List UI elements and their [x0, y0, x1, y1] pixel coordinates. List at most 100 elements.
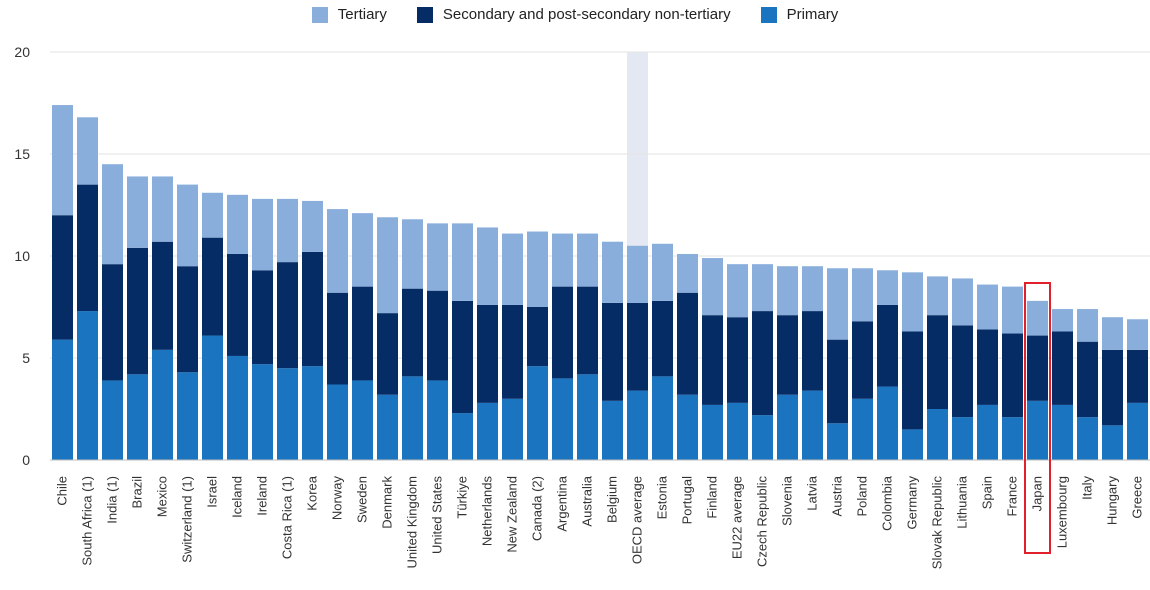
legend-label-secondary: Secondary and post-secondary non-tertiar…	[442, 6, 731, 23]
bar-segment-primary	[777, 394, 798, 460]
bar-segment-secondary	[552, 286, 573, 379]
x-tick-label: Finland	[705, 476, 720, 519]
bar-segment-secondary	[702, 315, 723, 405]
bar-segment-tertiary	[927, 276, 948, 316]
x-tick-label: Austria	[830, 475, 845, 516]
bar-segment-primary	[1102, 425, 1123, 460]
legend-label-tertiary: Tertiary	[337, 6, 387, 23]
legend-swatch-primary	[760, 6, 777, 23]
bar-segment-tertiary	[977, 284, 998, 330]
y-tick-label: 5	[22, 350, 30, 366]
x-tick-label: France	[1005, 476, 1020, 516]
bar-segment-primary	[652, 376, 673, 460]
legend-item-primary: Primary	[760, 6, 838, 23]
bar-segment-primary	[52, 339, 73, 460]
x-tick-label: Spain	[980, 476, 995, 509]
x-tick-label: Denmark	[380, 476, 395, 529]
bar-segment-tertiary	[452, 223, 473, 301]
bar-segment-primary	[977, 404, 998, 460]
bar-segment-secondary	[427, 290, 448, 381]
bar-segment-primary	[802, 390, 823, 460]
bar-segment-secondary	[1127, 349, 1148, 403]
x-tick-label: Iceland	[230, 476, 245, 518]
bar-segment-tertiary	[552, 233, 573, 287]
bar-segment-primary	[477, 402, 498, 460]
x-tick-label: Poland	[855, 476, 870, 516]
bar-segment-secondary	[377, 313, 398, 395]
bar-segment-tertiary	[727, 264, 748, 318]
x-tick-label: Sweden	[355, 476, 370, 523]
bar-segment-tertiary	[352, 213, 373, 287]
bar-segment-tertiary	[877, 270, 898, 305]
bar-segment-tertiary	[252, 198, 273, 271]
bar-segment-primary	[402, 376, 423, 460]
legend-swatch-tertiary	[311, 6, 328, 23]
bar-segment-secondary	[652, 300, 673, 377]
bar-segment-primary	[902, 429, 923, 460]
bar-segment-tertiary	[127, 176, 148, 248]
bar-segment-primary	[727, 402, 748, 460]
bar-segment-tertiary	[652, 243, 673, 301]
bar-segment-secondary	[727, 317, 748, 403]
bar-segment-tertiary	[152, 176, 173, 242]
bar-segment-secondary	[1052, 331, 1073, 405]
bar-segment-primary	[102, 380, 123, 460]
bar-segment-secondary	[852, 321, 873, 399]
x-tick-label: New Zealand	[505, 476, 520, 553]
bar-segment-tertiary	[852, 268, 873, 322]
bar-segment-secondary	[302, 251, 323, 367]
bar-segment-tertiary	[202, 192, 223, 238]
bar-segment-primary	[927, 409, 948, 460]
bar-segment-secondary	[402, 288, 423, 377]
bar-segment-tertiary	[752, 264, 773, 312]
bar-segment-primary	[827, 423, 848, 460]
x-tick-label: Slovenia	[780, 475, 795, 526]
bar-segment-secondary	[802, 311, 823, 391]
bar-segment-tertiary	[802, 266, 823, 312]
x-tick-label: Korea	[305, 475, 320, 510]
x-tick-label: Switzerland (1)	[180, 476, 195, 563]
bar-segment-tertiary	[302, 200, 323, 252]
bar-segment-primary	[852, 398, 873, 460]
bar-segment-tertiary	[1127, 319, 1148, 350]
bar-segment-tertiary	[477, 227, 498, 305]
bar-segment-secondary	[902, 331, 923, 430]
bar-segment-secondary	[1002, 333, 1023, 418]
bar-segment-secondary	[477, 304, 498, 403]
bar-segment-secondary	[677, 292, 698, 395]
bar-segment-primary	[277, 368, 298, 460]
x-tick-label: Ireland	[255, 476, 270, 516]
bar-segment-secondary	[327, 292, 348, 385]
bar-segment-primary	[552, 378, 573, 460]
bar-segment-primary	[752, 415, 773, 460]
bar-segment-primary	[527, 366, 548, 460]
x-tick-label: Czech Republic	[755, 476, 770, 568]
legend-item-tertiary: Tertiary	[311, 6, 387, 23]
bar-segment-tertiary	[177, 184, 198, 267]
x-tick-label: Chile	[55, 476, 70, 506]
bar-segment-tertiary	[1002, 286, 1023, 334]
bar-segment-tertiary	[627, 245, 648, 303]
bar-segment-tertiary	[602, 241, 623, 303]
x-tick-label: Japan	[1030, 476, 1045, 511]
bar-segment-secondary	[527, 307, 548, 367]
bar-segment-primary	[577, 374, 598, 460]
x-tick-label: Türkiye	[455, 476, 470, 519]
bar-segment-secondary	[52, 215, 73, 340]
bar-segment-primary	[452, 413, 473, 460]
bar-segment-tertiary	[1027, 300, 1048, 336]
bar-segment-secondary	[252, 270, 273, 365]
bar-segment-secondary	[152, 241, 173, 350]
bar-segment-secondary	[827, 339, 848, 424]
legend-swatch-secondary	[416, 6, 433, 23]
x-tick-label: Canada (2)	[530, 476, 545, 541]
bar-segment-tertiary	[77, 117, 98, 185]
bar-segment-primary	[252, 364, 273, 460]
bar-segment-primary	[952, 417, 973, 460]
bar-segment-secondary	[102, 264, 123, 381]
bar-segment-primary	[152, 349, 173, 460]
bar-segment-primary	[1077, 417, 1098, 460]
bar-segment-tertiary	[702, 258, 723, 316]
bar-segment-tertiary	[1052, 309, 1073, 332]
